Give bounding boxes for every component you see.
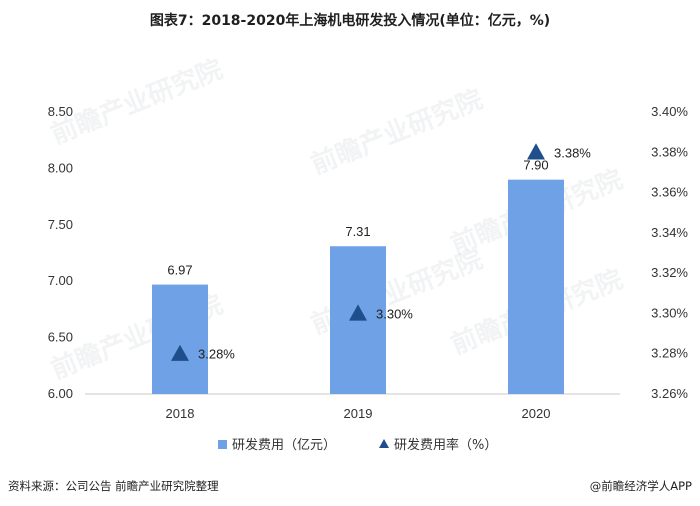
legend-marker-label: 研发费用率（%） (394, 437, 497, 453)
rate-marker-2019 (349, 304, 367, 321)
chart-title: 图表7：2018-2020年上海机电研发投入情况(单位：亿元，%) (149, 13, 551, 29)
bars-layer: 6.97 7.31 7.90 (152, 158, 564, 394)
y-left-tick-label: 7.50 (48, 217, 73, 232)
y-right-tick-label: 3.40% (651, 104, 688, 119)
rate-marker-2018 (171, 344, 189, 361)
watermark-text: 前瞻产业研究院 (307, 84, 487, 181)
bar-data-label: 7.90 (523, 158, 548, 173)
markers-layer: 3.28% 3.30% 3.38% (171, 143, 591, 362)
y-right-tick-label: 3.38% (651, 144, 688, 159)
y-right-tick-label: 3.28% (651, 346, 688, 361)
y-right-tick-label: 3.32% (651, 265, 688, 280)
rate-data-label: 3.38% (554, 145, 591, 160)
rate-marker-2020 (527, 143, 545, 160)
footer-source: 资料来源：公司公告 前瞻产业研究院整理 (8, 479, 219, 493)
legend: 研发费用（亿元） 研发费用率（%） (218, 437, 497, 453)
legend-marker-swatch (379, 439, 389, 448)
y-right-tick-label: 3.30% (651, 305, 688, 320)
bar-2020 (508, 179, 564, 394)
y-left-tick-label: 7.00 (48, 273, 73, 288)
y-left-tick-label: 8.50 (48, 104, 73, 119)
y-right-tick-label: 3.36% (651, 185, 688, 200)
y-left-tick-label: 8.00 (48, 160, 73, 175)
axes-layer: 6.006.507.007.508.008.503.26%3.28%3.30%3… (48, 104, 689, 421)
bar-2018 (152, 284, 208, 394)
x-tick-label: 2018 (166, 406, 195, 421)
x-tick-label: 2019 (344, 406, 373, 421)
y-left-tick-label: 6.50 (48, 330, 73, 345)
y-right-tick-label: 3.34% (651, 225, 688, 240)
x-tick-label: 2020 (522, 406, 551, 421)
bar-data-label: 6.97 (167, 263, 192, 278)
y-right-tick-label: 3.26% (651, 386, 688, 401)
footer-brand: @前瞻经济学人APP (589, 479, 692, 493)
rate-data-label: 3.30% (376, 306, 413, 321)
rate-data-label: 3.28% (198, 347, 235, 362)
legend-bar-swatch (218, 440, 227, 449)
watermark-text: 前瞻产业研究院 (47, 54, 227, 151)
legend-bar-label: 研发费用（亿元） (232, 437, 336, 453)
bar-data-label: 7.31 (345, 224, 370, 239)
y-left-tick-label: 6.00 (48, 386, 73, 401)
